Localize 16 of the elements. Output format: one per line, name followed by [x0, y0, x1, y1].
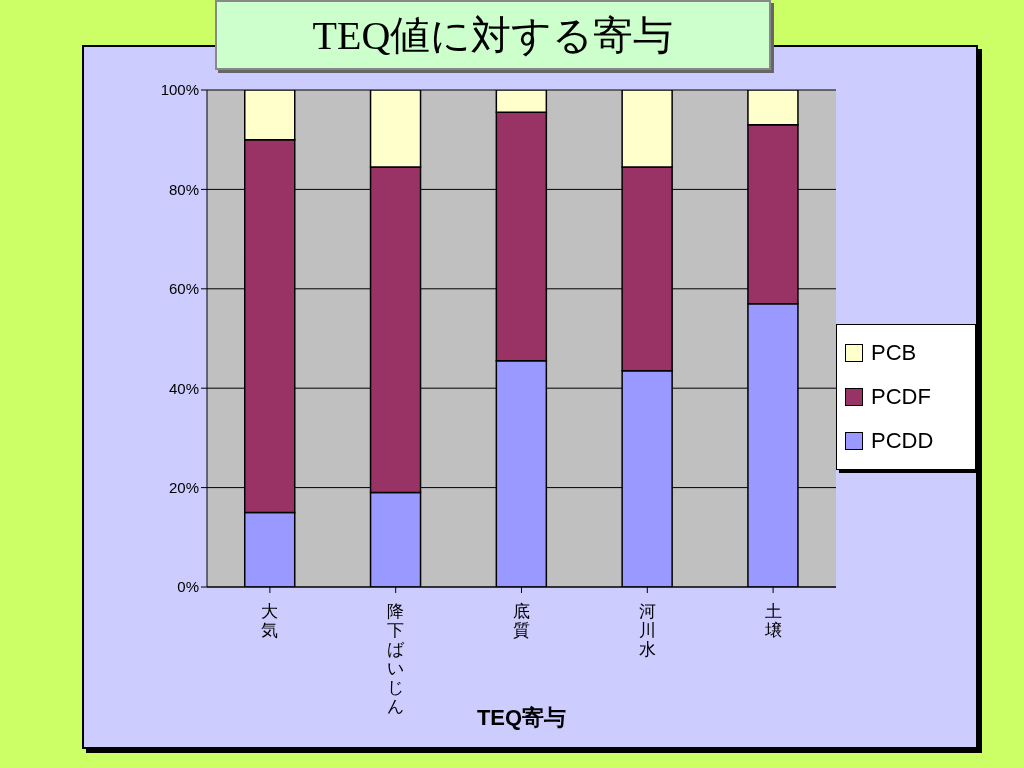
legend-label: PCB: [871, 340, 917, 366]
x-tick-label: 降下ばいじん: [387, 602, 406, 716]
x-tick-label: 底質: [513, 602, 530, 640]
y-tick-label: 20%: [168, 478, 199, 496]
y-tick-label: 0%: [177, 578, 199, 596]
x-tick-label: 土壌: [763, 602, 782, 640]
x-tick-label: 大気: [261, 602, 279, 640]
legend-label: PCDD: [871, 428, 934, 454]
y-tick-label: 40%: [168, 379, 199, 397]
x-tick-label: 河川水: [638, 602, 656, 659]
chart-title: TEQ値に対する寄与: [215, 0, 771, 70]
x-axis-title: TEQ寄与: [476, 705, 567, 730]
y-tick-label: 60%: [168, 280, 199, 298]
y-tick-label: 80%: [168, 180, 199, 198]
y-tick-label: 100%: [160, 81, 199, 99]
legend-label: PCDF: [871, 384, 931, 410]
